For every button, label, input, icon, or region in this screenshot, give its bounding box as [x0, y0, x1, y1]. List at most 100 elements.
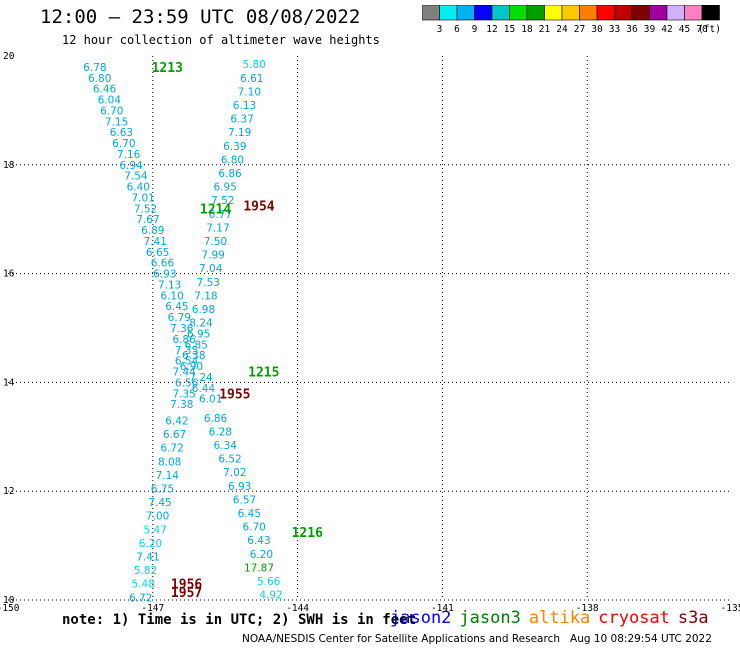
colorbar-label: 39 [644, 24, 656, 35]
wave-height-point: 6.94 [119, 160, 143, 172]
x-tick-label: -138 [576, 603, 599, 612]
colorbar-label: 42 [661, 24, 672, 35]
wave-height-point: 7.01 [131, 192, 154, 204]
wave-height-point: 6.34 [214, 440, 238, 452]
y-tick-label: 18 [3, 160, 15, 171]
wave-height-point: 7.13 [158, 279, 181, 291]
wave-height-point: 7.41 [144, 236, 167, 248]
wave-height-point: 6.95 [187, 328, 210, 340]
wave-height-point: 5.48 [131, 579, 154, 591]
colorbar-label: 36 [626, 24, 638, 35]
wave-height-point: 7.67 [136, 214, 159, 226]
y-tick-label: 14 [3, 377, 15, 388]
y-tick-label: 20 [3, 51, 15, 62]
wave-height-point: 7.10 [238, 86, 261, 98]
wave-height-point: 6.72 [129, 592, 152, 604]
wave-height-point: 7.35 [175, 345, 198, 357]
x-tick-label: -135 [721, 603, 740, 612]
colorbar-label: 27 [574, 24, 585, 35]
colorbar-swatch [701, 5, 720, 21]
wave-height-point: 7.52 [134, 203, 157, 215]
wave-height-point: 5.47 [144, 524, 167, 536]
footer-note: note: 1) Time is in UTC; 2) SWH is in fe… [62, 612, 417, 628]
wave-height-point: 6.57 [233, 494, 256, 506]
colorbar-label: 12 [486, 24, 497, 35]
colorbar-label: 15 [504, 24, 515, 35]
wave-height-point: 6.78 [83, 62, 106, 74]
wave-height-point: 6.95 [214, 182, 237, 194]
colorbar: 3 6 9 12 15 18 21 24 27 30 33 36 39 42 45 70(ft) [422, 5, 721, 35]
wave-height-point: 6.52 [218, 454, 241, 466]
wave-height-point: 4.92 [259, 590, 282, 602]
wave-height-point: 6.54 [175, 356, 199, 368]
colorbar-label: 9 [472, 24, 478, 35]
wave-height-point: 6.90 [180, 361, 203, 373]
wave-height-point: 6.10 [160, 290, 183, 302]
wave-height-point: 6.75 [151, 483, 174, 495]
plot-area: -150-147-144-141-138-1351012141618206.78… [0, 51, 740, 612]
colorbar-label: 18 [521, 24, 533, 35]
wave-height-point: 7.52 [211, 195, 234, 207]
colorbar-label: 30 [591, 24, 603, 35]
wave-height-point: 6.89 [141, 225, 164, 237]
y-tick-label: 16 [3, 269, 15, 280]
wave-height-point: 7.35 [172, 388, 195, 400]
wave-height-point: 7.16 [117, 149, 141, 161]
x-tick-label: -150 [0, 603, 20, 612]
y-tick-label: 10 [3, 595, 15, 606]
colorbar-label: 24 [556, 24, 568, 35]
pass-time-label: 1216 [292, 526, 323, 541]
wave-height-point: 6.80 [88, 73, 111, 85]
wave-height-point: 8.08 [158, 456, 181, 468]
wave-height-point: 8.24 [189, 318, 213, 330]
wave-height-point: 6.20 [139, 538, 162, 550]
chart-subtitle: 12 hour collection of altimeter wave hei… [62, 33, 380, 47]
wave-height-point: 6.98 [192, 304, 215, 316]
chart-title: 12:00 — 23:59 UTC 08/08/2022 [40, 6, 361, 28]
wave-height-point: 6.72 [160, 443, 183, 455]
wave-height-point: 7.14 [156, 470, 180, 482]
wave-height-point: 6.46 [93, 84, 117, 96]
colorbar-label: 45 [679, 24, 690, 35]
pass-time-label: 1957 [171, 586, 202, 601]
wave-height-point: 7.36 [170, 323, 194, 335]
wave-height-point: 17.87 [244, 562, 274, 574]
footer-credit: NOAA/NESDIS Center for Satellite Applica… [242, 633, 712, 645]
legend-entry: jason3 [459, 608, 521, 628]
wave-height-point: 6.37 [230, 114, 253, 126]
pass-time-label: 1955 [219, 387, 250, 402]
wave-height-point: 6.80 [221, 154, 244, 166]
wave-height-point: 6.93 [228, 481, 251, 493]
wave-height-point: 5.82 [134, 565, 157, 577]
wave-height-point: 5.66 [257, 576, 281, 588]
wave-height-point: 6.93 [153, 269, 176, 281]
legend-entry: s3a [677, 608, 709, 628]
wave-height-point: 7.45 [148, 497, 171, 509]
colorbar-unit: (ft) [698, 24, 721, 35]
wave-height-point: 6.39 [223, 141, 246, 153]
x-tick-label: -147 [141, 603, 164, 612]
wave-height-point: 6.66 [151, 258, 175, 270]
pass-time-label: 1214 [200, 202, 231, 217]
colorbar-label: 33 [609, 24, 620, 35]
legend-entry: jason2 [390, 608, 452, 628]
legend-entry: altika [528, 608, 591, 628]
wave-height-point: 6.38 [182, 350, 205, 362]
y-tick-label: 12 [3, 486, 14, 497]
wave-height-point: 6.85 [185, 339, 208, 351]
wave-height-point: 5.80 [242, 59, 265, 71]
wave-height-point: 6.44 [192, 383, 216, 395]
wave-height-point: 6.40 [127, 182, 150, 194]
wave-height-point: 7.17 [206, 222, 229, 234]
wave-height-point: 6.70 [100, 105, 123, 117]
wave-height-point: 6.04 [98, 95, 122, 107]
wave-height-point: 7.38 [170, 399, 193, 411]
wave-height-point: 6.61 [240, 73, 263, 85]
wave-height-point: 6.65 [146, 247, 169, 259]
wave-height-point: 6.45 [238, 508, 261, 520]
wave-height-point: 6.79 [168, 312, 191, 324]
wave-height-point: 6.28 [209, 426, 232, 438]
wave-height-point: 6.42 [165, 415, 188, 427]
wave-height-point: 6.67 [163, 429, 186, 441]
wave-height-point: 6.70 [112, 138, 135, 150]
